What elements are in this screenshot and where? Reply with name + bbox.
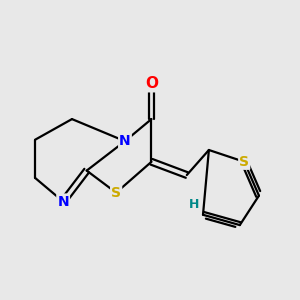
Text: N: N <box>57 194 69 208</box>
Text: N: N <box>119 134 131 148</box>
Text: O: O <box>145 76 158 91</box>
Text: S: S <box>111 186 121 200</box>
Text: S: S <box>239 155 249 169</box>
Text: H: H <box>189 198 200 211</box>
